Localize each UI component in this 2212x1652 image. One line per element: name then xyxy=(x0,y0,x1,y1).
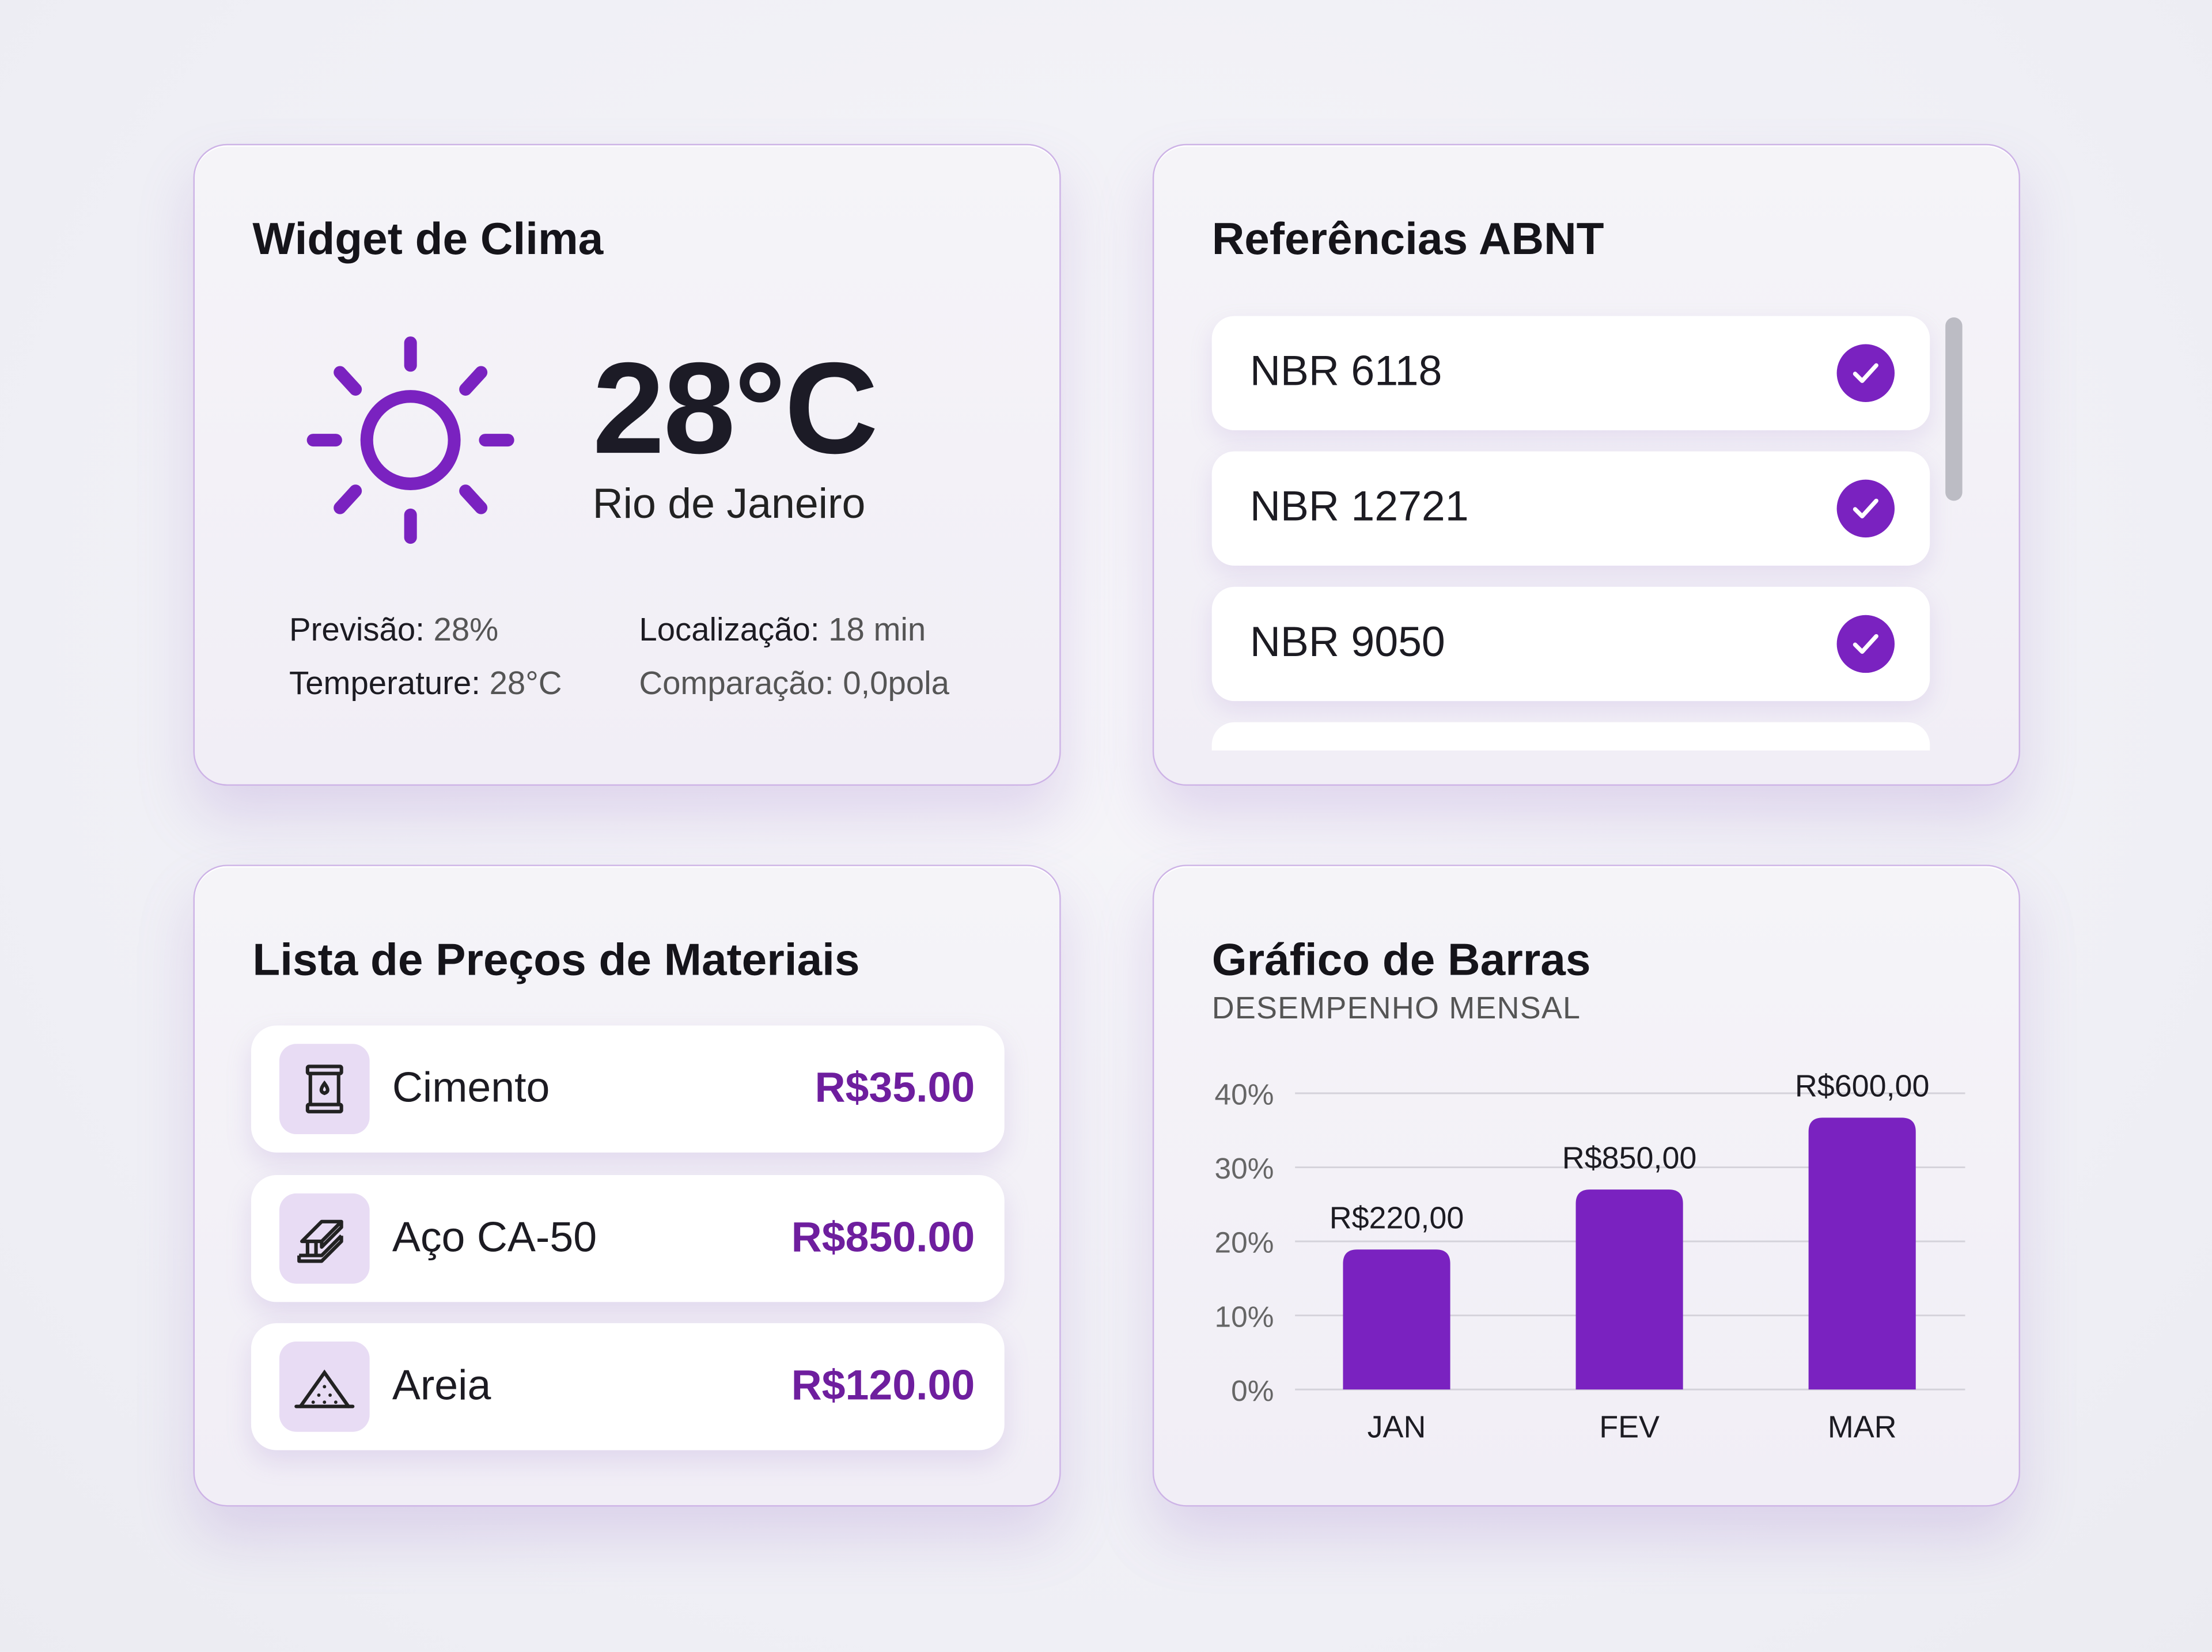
stat-label: Comparação: xyxy=(639,664,834,702)
chart-title: Gráfico de Barras xyxy=(1211,934,1591,985)
abnt-item-label: NBR 12721 xyxy=(1249,484,1469,531)
material-row[interactable]: Cimento R$35.00 xyxy=(251,1025,1005,1153)
x-tick-label: JAN xyxy=(1368,1410,1426,1445)
y-tick-label: 40% xyxy=(1215,1078,1274,1111)
materials-price-list: Lista de Preços de Materiais Cimento R$3… xyxy=(193,865,1061,1507)
sand-pile-icon xyxy=(279,1341,370,1432)
y-tick-label: 0% xyxy=(1231,1374,1274,1407)
abnt-references: Referências ABNT NBR 6118 NBR 12721 NBR … xyxy=(1152,143,2020,786)
material-price: R$850.00 xyxy=(791,1214,975,1261)
bar xyxy=(1808,1117,1916,1390)
check-icon[interactable] xyxy=(1836,344,1895,402)
stat-location: Localização: 18 min xyxy=(639,611,926,649)
bar-chart-card: Gráfico de Barras DESEMPENHO MENSAL 0% 10… xyxy=(1152,865,2020,1507)
stat-value: 28°C xyxy=(489,664,562,702)
materials-title: Lista de Preços de Materiais xyxy=(252,934,860,985)
stat-value: 0,0pola xyxy=(843,664,950,702)
weather-title: Widget de Clima xyxy=(252,213,604,264)
chart-subtitle: DESEMPENHO MENSAL xyxy=(1211,990,1581,1026)
y-tick-label: 30% xyxy=(1215,1151,1274,1185)
data-label: R$600,00 xyxy=(1795,1069,1930,1104)
bar xyxy=(1575,1189,1683,1390)
weather-widget: Widget de Clima 28°C Rio de Janeiro Prev… xyxy=(193,143,1061,786)
bar-chart: 0% 10% 20% 30% 40% R$220,00 JAN R$850,00 FEV R$60… xyxy=(1215,1069,1965,1445)
material-price: R$35.00 xyxy=(815,1064,975,1112)
data-label: R$850,00 xyxy=(1562,1141,1697,1175)
stat-label: Temperature: xyxy=(289,664,480,702)
material-row[interactable]: Areia R$120.00 xyxy=(251,1323,1005,1450)
abnt-title: Referências ABNT xyxy=(1211,213,1604,264)
abnt-item[interactable]: NBR 9050 xyxy=(1211,586,1930,702)
bar xyxy=(1343,1249,1450,1390)
abnt-item-partial xyxy=(1211,722,1930,751)
stat-forecast: Previsão: 28% xyxy=(289,611,498,649)
check-icon[interactable] xyxy=(1836,479,1895,538)
x-tick-label: FEV xyxy=(1599,1410,1660,1445)
abnt-item[interactable]: NBR 6118 xyxy=(1211,316,1930,430)
x-tick-label: MAR xyxy=(1828,1410,1897,1445)
material-row[interactable]: Aço CA-50 R$850.00 xyxy=(251,1175,1005,1302)
steel-beam-icon xyxy=(279,1193,370,1284)
material-name: Areia xyxy=(392,1362,491,1409)
sun-icon xyxy=(306,336,514,544)
scrollbar[interactable] xyxy=(1945,317,1963,501)
city-name: Rio de Janeiro xyxy=(592,481,866,528)
material-name: Cimento xyxy=(392,1064,550,1112)
material-price: R$120.00 xyxy=(791,1362,975,1409)
abnt-item-label: NBR 6118 xyxy=(1249,348,1442,395)
stat-label: Localização: xyxy=(639,611,820,648)
stat-temperature: Temperature: 28°C xyxy=(289,664,562,702)
material-name: Aço CA-50 xyxy=(392,1214,597,1261)
abnt-item[interactable]: NBR 12721 xyxy=(1211,451,1930,566)
stat-comparison: Comparação: 0,0pola xyxy=(639,664,949,702)
y-tick-label: 10% xyxy=(1215,1299,1274,1333)
data-label: R$220,00 xyxy=(1330,1201,1464,1236)
stat-value: 18 min xyxy=(828,611,926,648)
temperature-value: 28°C xyxy=(592,337,878,482)
check-icon[interactable] xyxy=(1836,615,1895,673)
y-tick-label: 20% xyxy=(1215,1226,1274,1259)
abnt-item-label: NBR 9050 xyxy=(1249,619,1445,666)
stat-value: 28% xyxy=(433,611,499,648)
cement-bag-icon xyxy=(279,1044,370,1134)
stat-label: Previsão: xyxy=(289,611,425,648)
